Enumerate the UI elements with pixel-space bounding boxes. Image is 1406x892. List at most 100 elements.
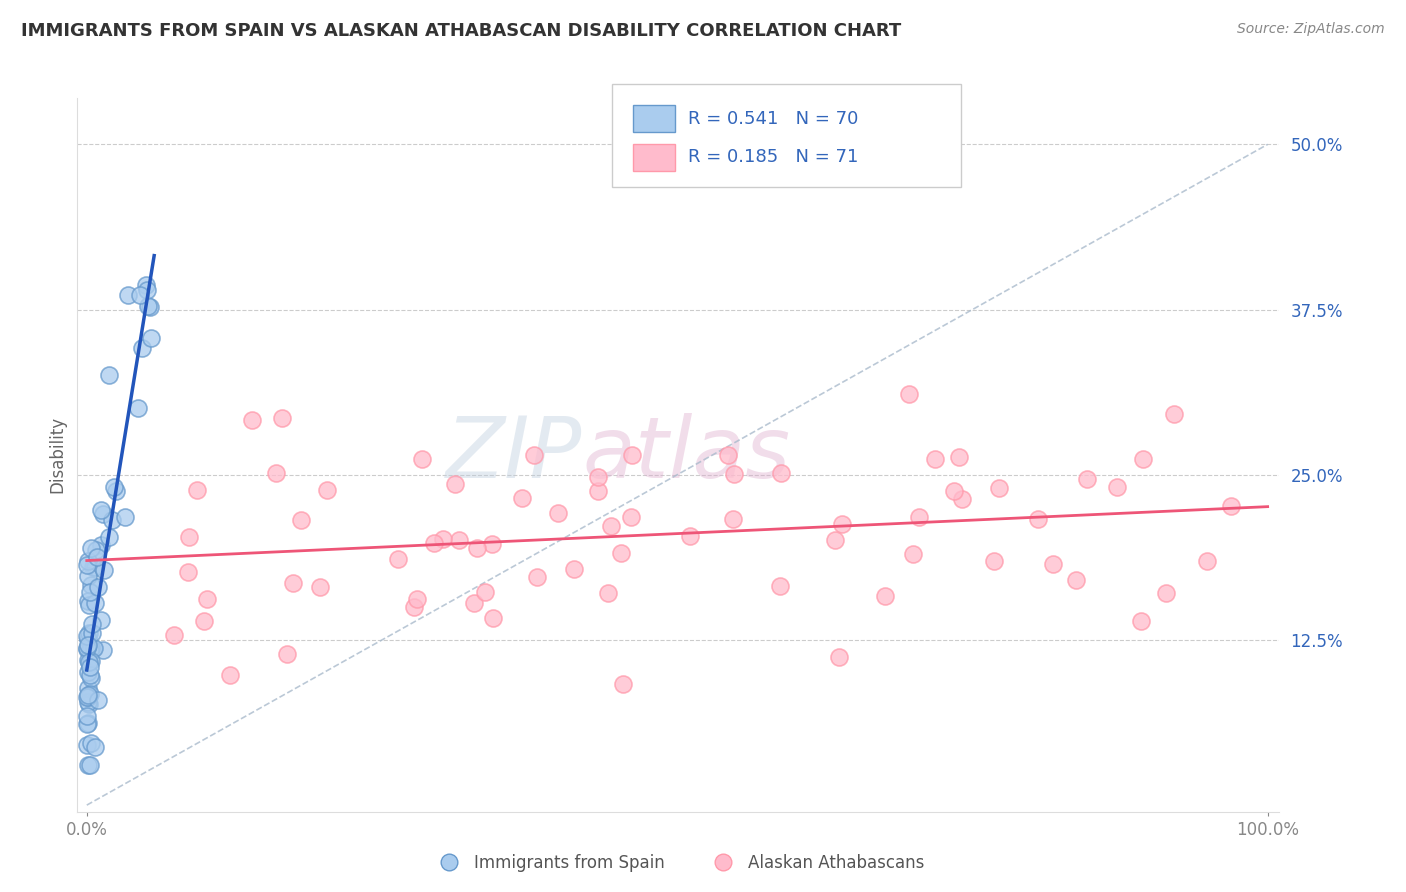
Text: atlas: atlas: [582, 413, 790, 497]
FancyBboxPatch shape: [633, 144, 675, 171]
Point: [80, 617, 103, 632]
Point: [80, 654, 103, 668]
Point: [271, 410, 294, 425]
Point: [136, 299, 159, 313]
Point: [79, 625, 101, 640]
Point: [769, 466, 792, 480]
Point: [80, 671, 103, 685]
Point: [1105, 480, 1128, 494]
Point: [87, 693, 110, 707]
Point: [316, 483, 339, 498]
Point: [562, 562, 585, 576]
Point: [136, 283, 159, 297]
FancyBboxPatch shape: [612, 84, 960, 187]
Point: [79, 585, 101, 599]
Point: [610, 546, 633, 560]
Point: [988, 481, 1011, 495]
Point: [90, 503, 112, 517]
Point: [444, 476, 467, 491]
Point: [114, 509, 136, 524]
Point: [908, 509, 931, 524]
Point: [84, 543, 107, 558]
Point: [87, 581, 110, 595]
Point: [79, 758, 101, 772]
Text: Source: ZipAtlas.com: Source: ZipAtlas.com: [1237, 22, 1385, 37]
Point: [281, 575, 304, 590]
Point: [432, 532, 454, 546]
Point: [943, 484, 966, 499]
Point: [193, 614, 215, 628]
Point: [264, 467, 287, 481]
Point: [195, 591, 218, 606]
Point: [1132, 451, 1154, 466]
Point: [586, 470, 609, 484]
Point: [77, 697, 100, 711]
Point: [510, 491, 533, 505]
Point: [308, 581, 330, 595]
Point: [90, 538, 112, 552]
Point: [77, 599, 100, 613]
Point: [474, 585, 496, 599]
Point: [127, 401, 149, 415]
FancyBboxPatch shape: [633, 105, 675, 132]
Point: [76, 688, 98, 702]
Point: [139, 300, 162, 314]
Point: [77, 758, 100, 772]
Point: [406, 592, 429, 607]
Point: [620, 509, 643, 524]
Point: [79, 736, 101, 750]
Text: ZIP: ZIP: [446, 413, 582, 497]
Point: [523, 449, 546, 463]
Point: [104, 484, 127, 499]
Point: [91, 643, 114, 657]
Text: R = 0.541   N = 70: R = 0.541 N = 70: [688, 110, 859, 128]
Point: [600, 518, 623, 533]
Point: [131, 341, 153, 355]
Point: [547, 506, 569, 520]
Point: [1219, 500, 1241, 514]
Point: [828, 650, 851, 665]
Point: [620, 448, 643, 462]
Point: [983, 554, 1005, 568]
Point: [77, 554, 100, 568]
Point: [598, 586, 620, 600]
Point: [1064, 573, 1087, 587]
Point: [76, 681, 98, 696]
Point: [77, 632, 100, 646]
Point: [411, 452, 433, 467]
Point: [903, 547, 925, 561]
Point: [83, 640, 105, 655]
Point: [526, 570, 548, 584]
Point: [423, 535, 446, 549]
Point: [463, 596, 485, 610]
Point: [76, 642, 98, 657]
Text: R = 0.185   N = 71: R = 0.185 N = 71: [688, 148, 859, 166]
Point: [79, 660, 101, 674]
Y-axis label: Disability: Disability: [48, 417, 66, 493]
Point: [76, 558, 98, 573]
Point: [76, 695, 98, 709]
Point: [80, 578, 103, 592]
Point: [83, 596, 105, 610]
Point: [77, 569, 100, 583]
Point: [482, 610, 505, 624]
Point: [717, 449, 740, 463]
Point: [402, 599, 425, 614]
Point: [80, 541, 103, 555]
Point: [77, 655, 100, 669]
Point: [76, 629, 98, 643]
Point: [679, 528, 702, 542]
Point: [76, 690, 98, 705]
Point: [82, 642, 104, 657]
Point: [769, 579, 792, 593]
Point: [129, 288, 152, 302]
Point: [387, 552, 409, 566]
Point: [80, 640, 103, 655]
Point: [1026, 512, 1049, 526]
Point: [76, 653, 98, 667]
Point: [721, 512, 744, 526]
Point: [82, 626, 104, 640]
Point: [86, 550, 108, 565]
Point: [76, 716, 98, 731]
Point: [897, 387, 920, 401]
